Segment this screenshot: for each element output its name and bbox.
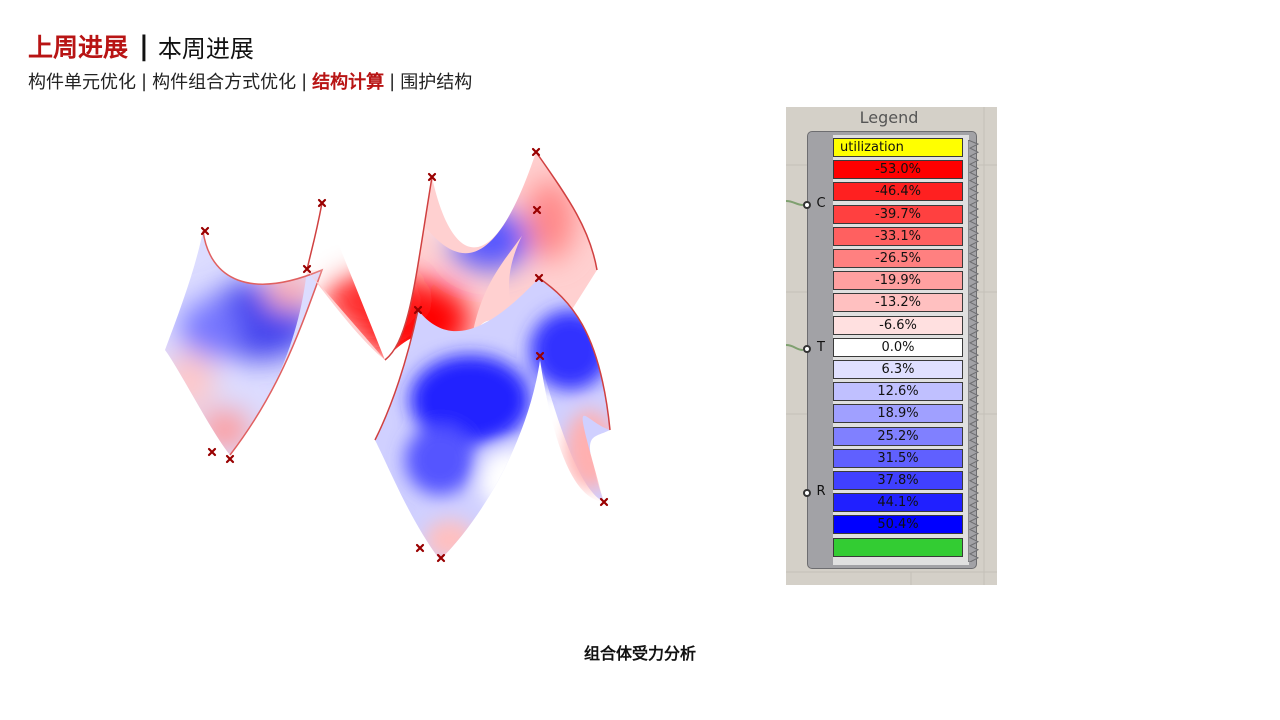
legend-swatch: 0.0% (833, 337, 963, 357)
support-marker (207, 447, 217, 457)
support-marker (413, 305, 423, 315)
support-marker (531, 147, 541, 157)
support-marker (200, 226, 210, 236)
subnav-item-3[interactable]: 结构计算 (312, 72, 385, 93)
legend-swatch: -46.4% (833, 182, 963, 202)
legend-title: Legend (859, 108, 919, 127)
port-r-input[interactable] (803, 489, 811, 497)
support-marker (599, 497, 609, 507)
legend-swatch: 31.5% (833, 448, 963, 468)
slide-title: 上周进展 | 本周进展 (28, 28, 254, 64)
support-marker (534, 273, 544, 283)
legend-swatch: 50.4% (833, 515, 963, 535)
support-markers (200, 147, 609, 563)
port-t-label: T (817, 340, 825, 355)
panel-left (165, 230, 324, 456)
subnav-item-4[interactable]: 围护结构 (400, 72, 473, 93)
subnav: 构件单元优化 | 构件组合方式优化 | 结构计算 | 围护结构 (28, 68, 472, 94)
support-marker (436, 553, 446, 563)
legend-swatch: -53.0% (833, 160, 963, 180)
port-c-input[interactable] (803, 201, 811, 209)
port-c-label: C (816, 196, 826, 211)
legend-swatch: -6.6% (833, 315, 963, 335)
tab-this-week-progress[interactable]: 本周进展 (157, 34, 254, 63)
tab-last-week-progress[interactable]: 上周进展 (28, 33, 129, 62)
structure-stress-model (165, 147, 611, 563)
subnav-separator: | (141, 70, 148, 92)
subnav-item-1[interactable]: 构件单元优化 (28, 72, 136, 93)
legend-swatch: -39.7% (833, 204, 963, 224)
legend-header-swatch: utilization (833, 138, 963, 157)
port-r-label: R (816, 484, 826, 499)
legend-swatch: 37.8% (833, 471, 963, 490)
legend-swatch: 25.2% (833, 426, 963, 446)
legend-panel[interactable]: Legend C T R utilization -53.0% -46.4% -39.… (786, 107, 997, 585)
legend-swatch: 12.6% (833, 382, 963, 402)
subnav-separator: | (301, 70, 308, 92)
support-marker (317, 198, 327, 208)
legend-swatch: 6.3% (833, 360, 963, 379)
support-marker (302, 264, 312, 274)
legend-swatch: -19.9% (833, 271, 963, 291)
support-marker (532, 205, 542, 215)
legend-swatch (833, 537, 963, 557)
legend-zigzag-edge (968, 140, 980, 562)
title-separator: | (139, 30, 149, 62)
port-t-input[interactable] (803, 345, 811, 353)
legend-swatch: -26.5% (833, 249, 963, 268)
subnav-separator: | (389, 70, 396, 92)
figure-caption: 组合体受力分析 (583, 644, 696, 663)
support-marker (225, 454, 235, 464)
support-marker (415, 543, 425, 553)
legend-swatch: -33.1% (833, 226, 963, 246)
support-marker (535, 351, 545, 361)
legend-swatch: -13.2% (833, 293, 963, 313)
subnav-item-2[interactable]: 构件组合方式优化 (152, 72, 297, 93)
support-marker (427, 172, 437, 182)
legend-swatch: 44.1% (833, 493, 963, 513)
legend-swatch: 18.9% (833, 404, 963, 424)
